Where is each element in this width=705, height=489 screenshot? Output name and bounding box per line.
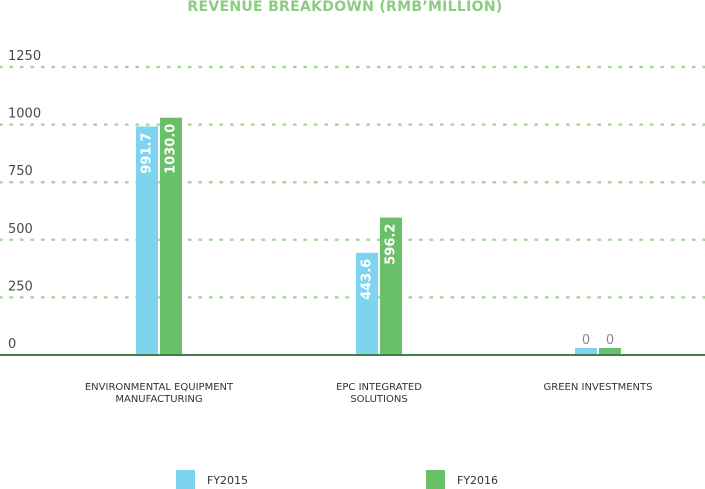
data-label: 1030.0 [164,124,179,174]
y-tick-label: 500 [8,222,33,237]
bars [136,117,621,355]
legend: FY2015 FY2016 [176,470,498,489]
legend-label: FY2016 [457,474,498,487]
category-label: MANUFACTURING [115,394,202,405]
y-tick-label: 0 [8,337,16,352]
grid-lines [0,65,705,299]
legend-swatch-fy2015 [176,470,195,489]
chart-title: REVENUE BREAKDOWN (RMB’MILLION) [187,0,502,15]
bar-fy2016-0 [160,117,182,355]
data-label: 443.6 [360,259,375,300]
category-label: SOLUTIONS [350,394,407,405]
category-label: ENVIRONMENTAL EQUIPMENT [85,382,234,393]
y-tick-label: 250 [8,279,33,294]
bar-fy2015-0 [136,126,158,355]
legend-label: FY2015 [207,474,248,487]
data-label: 991.7 [140,133,155,174]
y-axis-ticks: 0 250 500 750 1000 1250 [8,49,41,352]
category-label: EPC INTEGRATED [336,382,422,393]
y-tick-label: 750 [8,164,33,179]
bar-fy2016-1 [380,217,402,355]
y-tick-label: 1000 [8,107,41,122]
y-tick-label: 1250 [8,49,41,64]
legend-swatch-fy2016 [426,470,445,489]
bar-fy2015-1 [356,252,378,355]
data-label: 596.2 [384,224,399,265]
data-labels: 991.7 1030.0 443.6 596.2 0 0 [140,124,615,348]
bar-fy2015-2 [575,348,597,355]
bar-fy2016-2 [599,348,621,355]
data-label: 0 [606,333,614,348]
category-label: GREEN INVESTMENTS [544,382,653,393]
data-label: 0 [582,333,590,348]
